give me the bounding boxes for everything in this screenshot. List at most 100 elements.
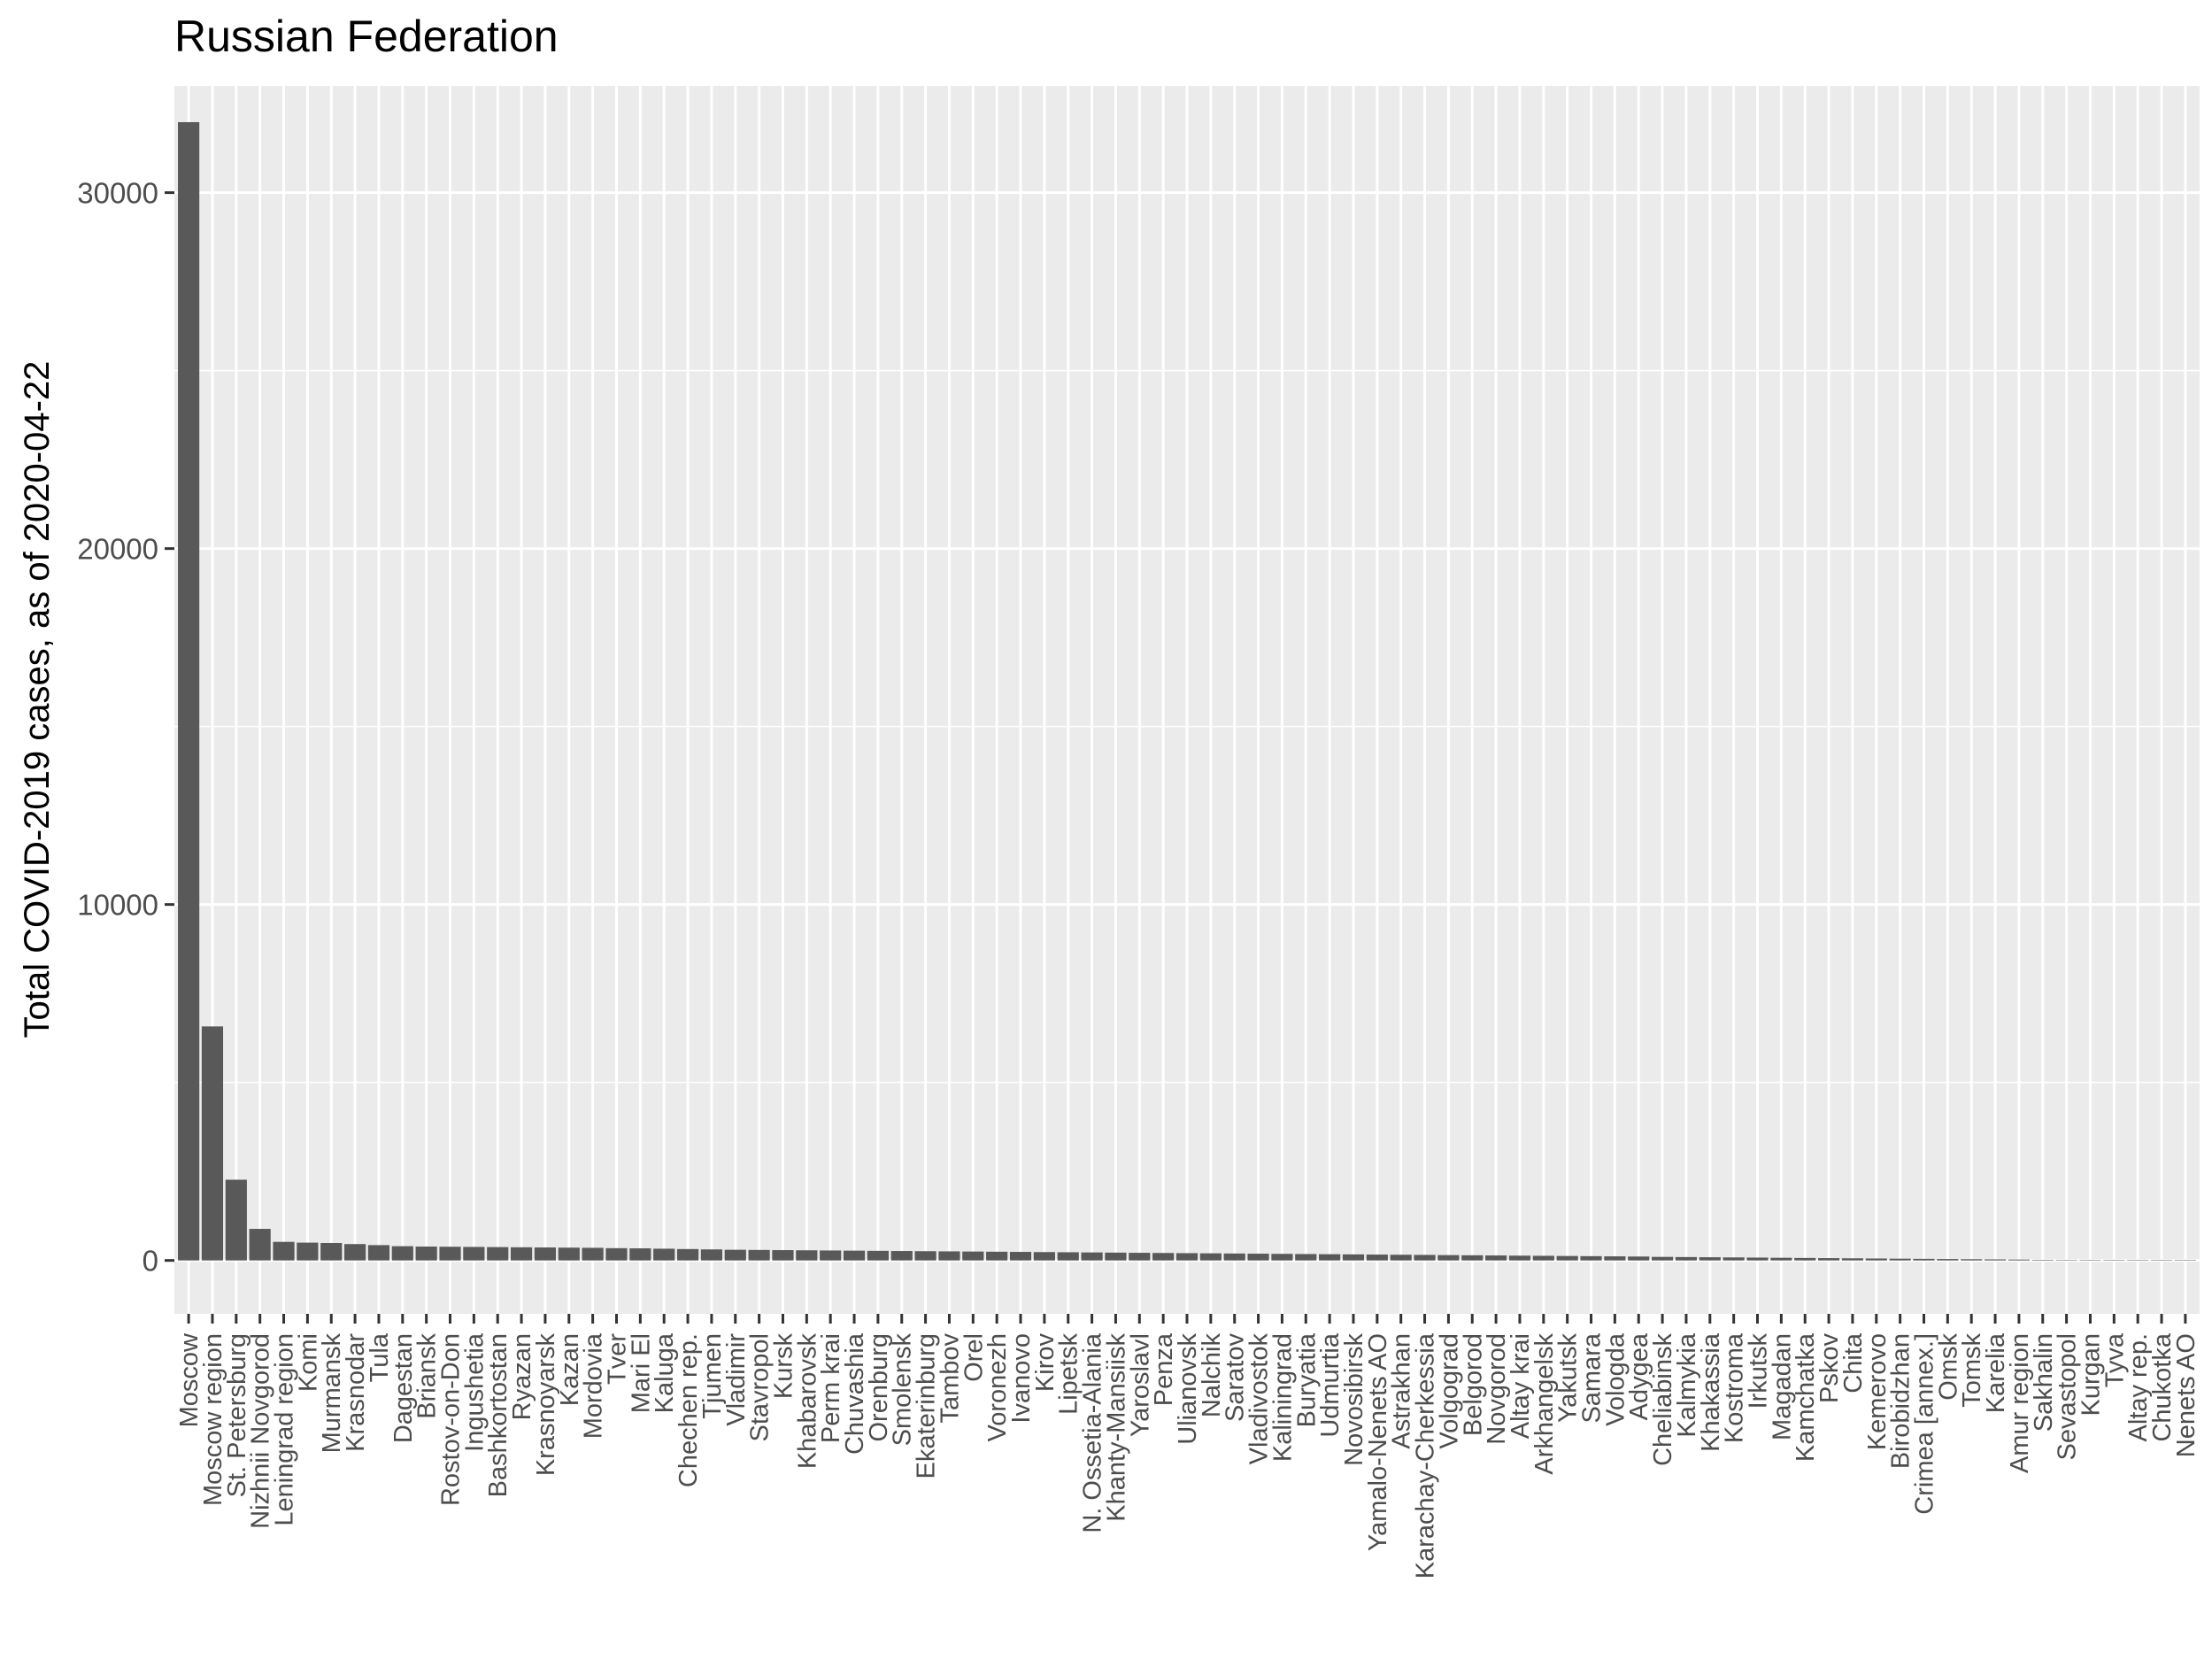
x-tick-label: Novgorod [1483,1333,1511,1445]
bar [843,1250,866,1261]
bar [1556,1255,1578,1261]
y-tick-label: 20000 [77,533,158,566]
x-tick-label: Leningrad region [271,1333,299,1526]
bar [1247,1254,1269,1261]
bar [1889,1258,1911,1261]
bar [890,1251,913,1261]
bar [178,121,200,1261]
bar [1319,1254,1341,1261]
bar [820,1250,842,1261]
y-axis-title: Total COVID-2019 cases, as of 2020-04-22 [18,361,57,1038]
x-tick-label: Yamalo-Nenets AO [1364,1333,1392,1551]
x-tick-label: Bashkortostan [484,1333,513,1497]
bar [1937,1259,1959,1261]
y-tick-label: 30000 [77,177,158,210]
bar [1081,1252,1103,1261]
x-tick-label: Kaluga [651,1332,679,1413]
bar [1604,1256,1626,1261]
gridlines [174,86,2200,1314]
x-tick-label: Khabarovsk [793,1333,821,1470]
x-tick-label: Chuvashia [841,1332,869,1455]
bar [1009,1252,1032,1261]
bar [1129,1253,1151,1261]
x-tick-label: Khakassia [1697,1332,1725,1452]
x-tick-label: Adygea [1625,1332,1653,1420]
x-tick-label: Pskov [1815,1333,1844,1403]
bar [986,1251,1008,1261]
bar [534,1247,557,1261]
y-tick-label: 10000 [77,889,158,922]
x-tick-label: Krasnodar [342,1333,370,1452]
bar [653,1248,675,1261]
x-tick-label: Kaliningrad [1268,1333,1297,1462]
x-tick-label: Altay rep. [2124,1333,2153,1442]
bar [748,1249,770,1261]
x-tick-label: Samara [1578,1332,1607,1423]
x-tick-label: Saratov [1222,1333,1250,1422]
x-tick-label: Astrakhan [1388,1333,1416,1449]
x-tick-label: Karachay-Cherkessia [1412,1332,1440,1579]
x-tick-label: Sakhalin [2030,1333,2058,1432]
bar [938,1251,960,1261]
bar [2174,1260,2196,1261]
bar [2008,1259,2030,1261]
bar [1913,1258,1935,1261]
x-tick-label: Vologda [1601,1332,1630,1426]
bar [320,1242,343,1261]
x-tick-label: Altay krai [1507,1333,1535,1439]
x-tick-label: Smolensk [889,1333,917,1447]
bar [700,1249,722,1261]
bar [1199,1253,1222,1261]
x-tick-label: Ryazan [508,1333,536,1420]
x-tick-label: Tula [366,1332,394,1382]
bar [1532,1255,1554,1261]
x-tick-label: Tambov [936,1333,964,1424]
bar [558,1247,580,1261]
x-tick-label: Tomsk [1958,1333,1986,1408]
bar [1295,1254,1317,1261]
x-tick-label: Chita [1839,1332,1868,1394]
x-tick-label: Udmurtia [1316,1332,1345,1438]
x-tick-label: Kalmykia [1673,1332,1701,1438]
bar [439,1247,461,1261]
x-tick-label: St. Petersburg [223,1333,251,1497]
bar [2103,1260,2125,1261]
x-tick-label: Stavropol [746,1333,775,1442]
x-tick-label: Briansk [413,1333,442,1419]
bar [1223,1253,1245,1261]
bar [249,1229,271,1261]
x-tick-label: Rostov-on-Don [437,1333,466,1506]
x-tick-label: Kostroma [1721,1332,1749,1443]
x-tick-label: Arkhangelsk [1530,1333,1559,1475]
bar [1675,1256,1698,1261]
x-tick-label: Ulianovsk [1174,1333,1202,1445]
x-tick-label: Kursk [769,1333,798,1400]
x-tick-label: Tver [603,1333,631,1385]
x-tick-label: Komi [294,1333,322,1392]
x-tick-label: Mari El [627,1333,655,1413]
x-tick-label: Cheliabinsk [1649,1333,1677,1466]
bar [1057,1252,1079,1261]
bar [914,1251,936,1261]
bar [867,1250,889,1261]
bar [367,1245,390,1261]
bar [605,1247,628,1261]
x-tick-label: Kurgan [2077,1333,2105,1417]
bar [344,1244,366,1261]
x-tick-label: Buryatia [1292,1332,1321,1427]
x-tick-label: Nizhnii Novgorod [247,1333,275,1529]
bar [510,1247,533,1261]
bar [297,1242,319,1261]
x-tick-label: Magadan [1768,1333,1796,1440]
bar [225,1179,247,1261]
bar [724,1249,746,1261]
bar [463,1247,485,1261]
x-tick-label: Perm krai [817,1333,845,1443]
x-tick-label: Birobidzhan [1887,1333,1915,1469]
x-tick-label: Murmansk [318,1333,346,1454]
bar [2150,1260,2173,1261]
bar [582,1247,604,1261]
x-tick-label: Tjumen [698,1333,727,1419]
x-tick-label: Novosibirsk [1340,1333,1368,1466]
